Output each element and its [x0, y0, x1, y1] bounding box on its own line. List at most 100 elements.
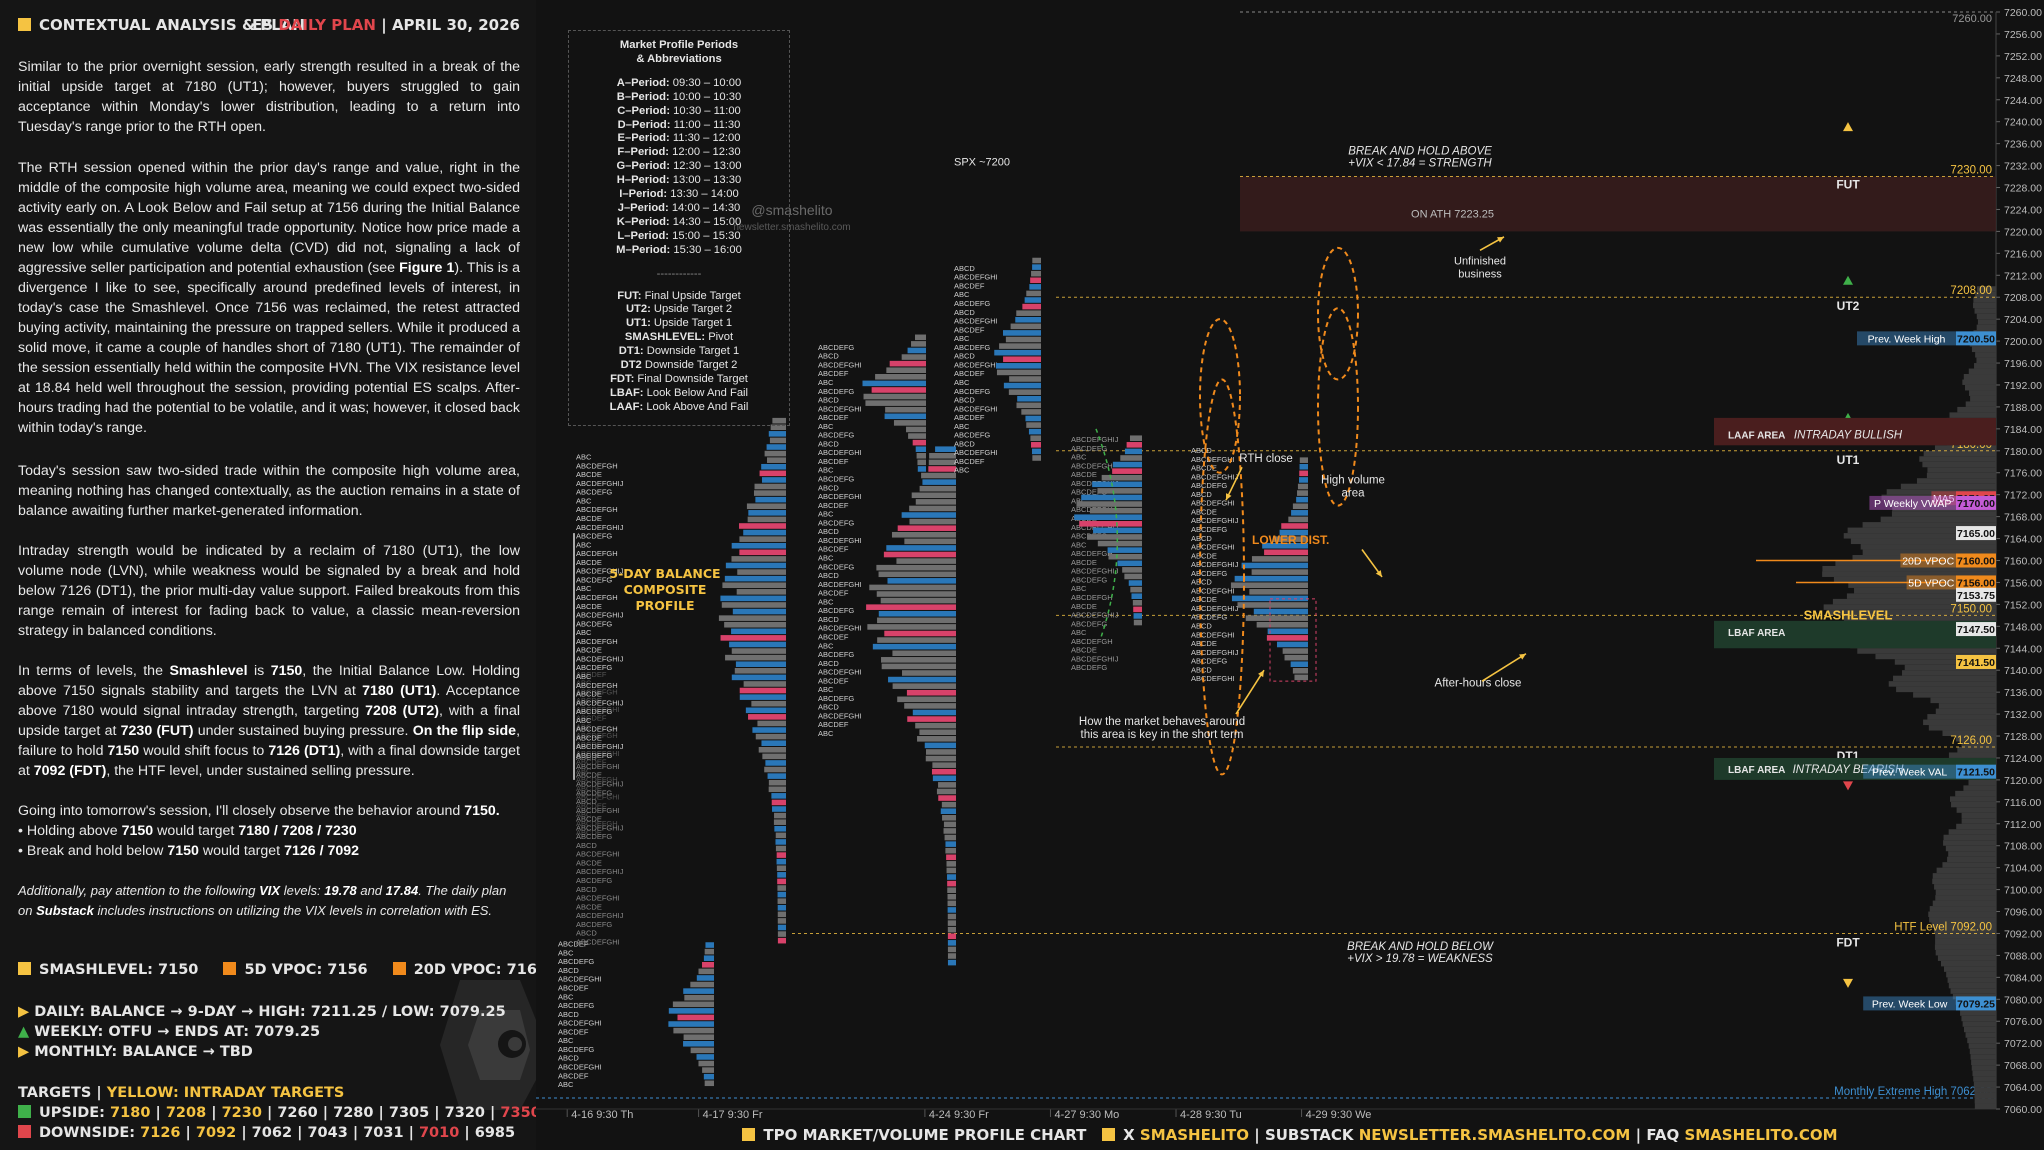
tpo-bar: [731, 674, 786, 681]
tpo-letters: ABCDEFGHI: [576, 806, 620, 815]
tpo-bar: [767, 773, 786, 779]
footer: TPO MARKET/VOLUME PROFILE CHART X SMASHE…: [536, 1120, 2044, 1150]
t: , with a final upside target at: [18, 703, 520, 739]
tpo-bar: [734, 668, 786, 674]
volume-bar: [1860, 544, 1996, 550]
tpo-bar: [735, 661, 786, 668]
footer-faq-link[interactable]: SMASHELITO.COM: [1684, 1126, 1838, 1144]
p2-text-b: ). This is a divergence I like to see, s…: [18, 260, 521, 436]
tpo-bar: [947, 920, 956, 926]
volume-bar: [1965, 401, 1996, 407]
tpo-letters: ABC: [818, 466, 834, 475]
tpo-letters: ABCDE: [576, 771, 602, 780]
behave-arrow: [1235, 669, 1265, 715]
tpo-letters: ABC: [1071, 496, 1087, 505]
tpo-letters: ABCD: [576, 753, 597, 762]
tpo-bar: [703, 1073, 714, 1080]
tpo-bar: [683, 988, 714, 994]
break-dn-label: BREAK AND HOLD BELOW: [1347, 941, 1494, 953]
volume-bar: [1945, 845, 1996, 852]
tpo-letters: ABCDE: [1191, 464, 1217, 473]
x-tick-label: 4-16 9:30 Th: [571, 1109, 633, 1121]
tpo-bar: [718, 615, 786, 621]
t: On the flip side: [412, 723, 517, 739]
tpo-bar: [942, 815, 956, 821]
volume-bar: [1976, 324, 1996, 331]
tpo-letters: ABCDEFG: [576, 663, 612, 672]
price-tag-name-bg: [1863, 996, 1956, 1011]
tpo-bar: [863, 393, 926, 400]
footer-substack-link[interactable]: NEWSLETTER.SMASHELITO.COM: [1358, 1126, 1631, 1144]
volume-bar: [1900, 483, 1996, 490]
tpo-letters: ABC: [576, 810, 592, 819]
tpo-bar: [891, 531, 956, 538]
tpo-letters: ABCDE: [576, 602, 602, 611]
tpo-bar: [768, 779, 786, 786]
tpo-letters: ABCDEFGH: [1071, 593, 1113, 602]
volume-bar: [1936, 867, 1996, 874]
volume-bar: [1971, 1059, 1996, 1066]
tpo-letters: ABCDEFGH: [1071, 637, 1113, 646]
rth-close-label: RTH close: [1239, 453, 1292, 465]
tpo-bar: [947, 887, 956, 893]
tpo-letters: ABCDEF: [818, 632, 849, 641]
tpo-letters: ABCDEFGHIJ: [1191, 604, 1239, 613]
downside-list: 7126 | 7092 | 7062 | 7043 | 7031 | 7010 …: [140, 1125, 515, 1141]
tpo-bar: [881, 657, 956, 663]
tpo-letters: ABC: [1071, 584, 1087, 593]
tpo-bar: [881, 663, 956, 670]
tpo-bar: [917, 736, 956, 742]
tpo-letters: ABCDEF: [818, 457, 849, 466]
lower-dist-ellipse: [1317, 307, 1359, 507]
tpo-bar: [875, 374, 926, 380]
volume-bar: [1926, 472, 1996, 479]
on-ath-label: ON ATH 7223.25: [1411, 209, 1494, 221]
volume-bar: [1913, 692, 1996, 698]
tpo-bar: [725, 654, 786, 661]
volume-bar: [1894, 659, 1996, 665]
tpo-letters: ABCDEFGHI: [818, 711, 862, 720]
panel-title: CONTEXTUAL ANALYSIS & PLAN: [39, 16, 305, 34]
tpo-bar: [1297, 483, 1308, 490]
y-tick-label: 7240.00: [2004, 117, 2042, 129]
tpo-letters: ABCDE: [1191, 595, 1217, 604]
t: , failure to hold: [18, 723, 521, 759]
volume-bar: [1973, 297, 1996, 303]
tpo-letters: ABCD: [818, 659, 839, 668]
legend-value: 13:00 – 13:30: [672, 174, 742, 187]
tpo-letters: ABCDE: [576, 646, 602, 655]
tpo-bar: [947, 907, 956, 913]
tpo-bar: [772, 417, 786, 424]
tpo-letters: ABCDEFGHIJ: [1191, 560, 1239, 569]
tpo-letters: ABC: [576, 496, 592, 505]
tpo-bar: [1281, 523, 1308, 529]
tpo-bar: [878, 610, 956, 617]
tpo-letters: ABCDEFG: [576, 532, 612, 541]
rth-close-arrow-head: [1226, 493, 1232, 501]
sep: |: [180, 1125, 196, 1141]
tpo-bar: [947, 913, 956, 920]
volume-bar: [1949, 796, 1996, 802]
volume-bar: [1957, 406, 1996, 413]
tpo-letters: ABCDEFGHIJ: [576, 779, 624, 788]
tpo-letters: ABCDEFGHIJ: [576, 479, 624, 488]
analysis-panel: CONTEXTUAL ANALYSIS & PLAN ES DAILY PLAN…: [0, 0, 547, 1150]
level-name: FUT: [1836, 178, 1860, 192]
tpo-bar: [877, 617, 956, 624]
price-tag: [1956, 575, 1996, 590]
tpo-bar: [889, 360, 926, 367]
legend-value: 10:00 – 10:30: [672, 90, 742, 103]
tpo-bar: [704, 1080, 714, 1087]
tpo-letters: ABCDEFGHI: [1191, 499, 1235, 508]
tpo-letters: ABCD: [558, 1054, 579, 1063]
tpo-bar: [1291, 510, 1308, 516]
sep: |: [292, 1125, 308, 1141]
tpo-letters: ABCDEFGHIJ: [576, 823, 624, 832]
tpo-bar: [897, 696, 956, 703]
volume-bar: [1948, 829, 1996, 835]
volume-bar: [1923, 719, 1996, 726]
tpo-bar: [754, 483, 786, 490]
footer-x-link[interactable]: SMASHELITO: [1139, 1126, 1249, 1144]
target-value: 7260: [277, 1105, 318, 1121]
tpo-letters: ABCDE: [576, 558, 602, 567]
